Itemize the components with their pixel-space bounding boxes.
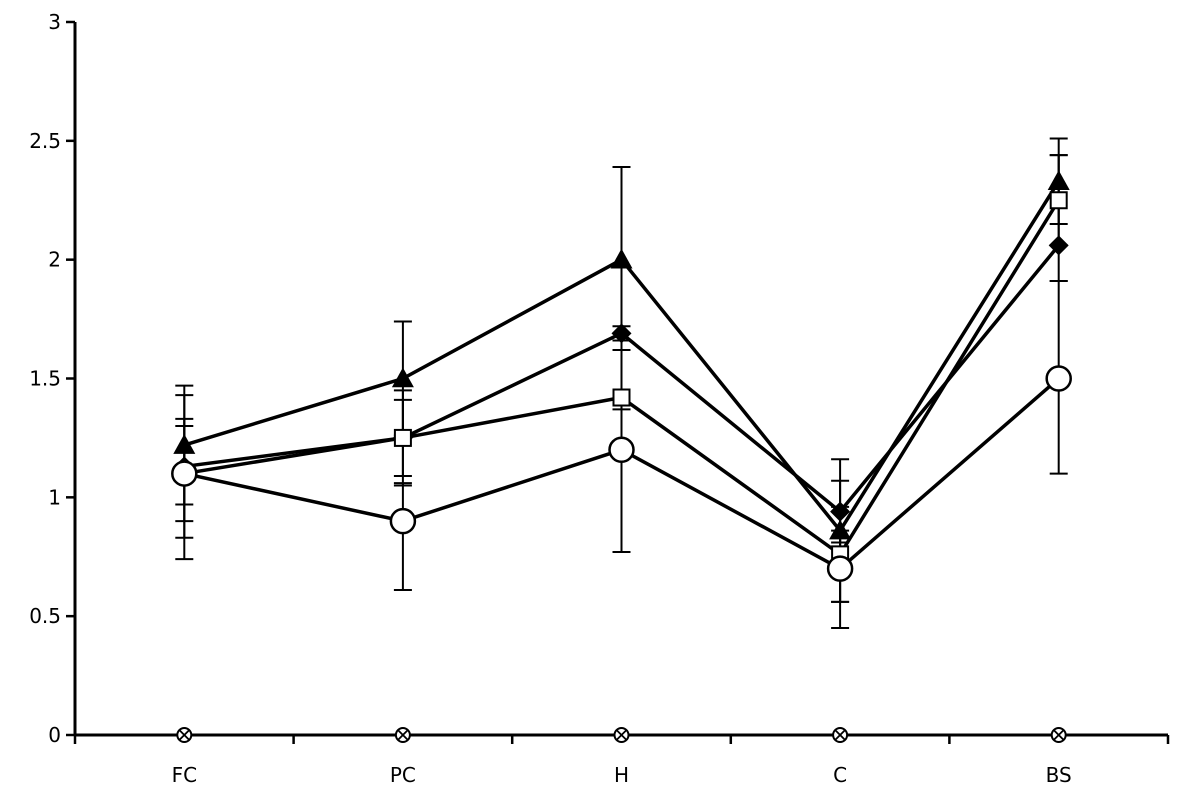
x-tick-label: C (833, 763, 847, 787)
triangle-marker (1047, 170, 1070, 191)
diamond-marker (1048, 235, 1069, 256)
x-tick-label: BS (1046, 763, 1072, 787)
circle-marker (389, 507, 417, 535)
series-markers (171, 170, 1072, 743)
triangle-marker (610, 248, 633, 269)
circle-marker (608, 436, 635, 464)
square-marker (612, 388, 631, 407)
square-marker (393, 428, 412, 447)
y-tick-label: 1 (48, 485, 61, 509)
x-circle-marker-cross (615, 729, 628, 741)
y-tick-label: 1.5 (29, 367, 61, 391)
x-tick-label: FC (172, 763, 197, 787)
y-tick-label: 0 (48, 723, 61, 747)
tick-labels: 0 0.5 1 1.5 2 2.5 3 FC PC H C BS (29, 10, 1072, 787)
circle-marker (1045, 365, 1072, 392)
x-tick-label: PC (390, 763, 416, 787)
diamond-marker (830, 501, 851, 522)
circle-marker (826, 555, 854, 582)
circle-marker (171, 460, 198, 487)
x-tick-label: H (614, 763, 629, 787)
y-tick-label: 2.5 (29, 129, 61, 153)
y-tick-label: 0.5 (29, 604, 61, 628)
y-tick-label: 2 (48, 248, 61, 272)
x-circle-marker-cross (397, 729, 409, 741)
triangle-marker (391, 367, 414, 388)
x-circle-marker-cross (1053, 729, 1065, 741)
x-circle-marker-cross (178, 729, 190, 741)
x-circle-marker-cross (834, 729, 846, 741)
triangle-marker (829, 519, 852, 540)
square-marker (1049, 191, 1068, 210)
triangle-marker (173, 434, 196, 454)
chart-axes (66, 20, 1170, 744)
y-tick-label: 3 (48, 10, 61, 34)
diamond-marker (611, 323, 632, 344)
